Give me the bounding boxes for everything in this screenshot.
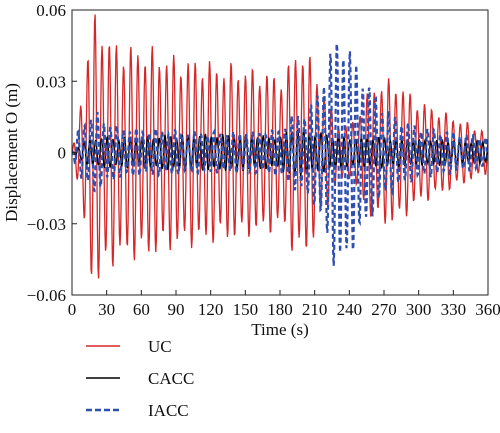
legend-label-iacc: IACC (148, 401, 189, 420)
x-tick-label: 360 (475, 300, 500, 319)
x-tick-label: 240 (337, 300, 363, 319)
x-tick-label: 180 (267, 300, 293, 319)
x-tick-label: 330 (441, 300, 467, 319)
x-tick-label: 300 (406, 300, 432, 319)
y-axis: −0.06 −0.03 0 0.03 0.06 (27, 1, 77, 305)
y-axis-title: Displacement O (m) (2, 83, 21, 222)
series-iacc-line (72, 43, 488, 266)
x-tick-label: 60 (133, 300, 150, 319)
legend: UC CACC IACC (86, 337, 194, 420)
y-tick-label: −0.03 (27, 215, 66, 234)
series-layer (72, 14, 488, 279)
y-tick-label: 0 (58, 144, 67, 163)
x-tick-label: 210 (302, 300, 328, 319)
legend-label-cacc: CACC (148, 369, 194, 388)
y-tick-label: −0.06 (27, 286, 66, 305)
legend-label-uc: UC (148, 337, 172, 356)
x-tick-label: 270 (371, 300, 397, 319)
x-axis-title: Time (s) (251, 320, 308, 339)
x-tick-label: 150 (233, 300, 259, 319)
x-axis: 0 30 60 90 120 150 180 210 240 270 300 330 360 (68, 290, 500, 319)
series-uc-line (72, 14, 488, 279)
x-tick-label: 30 (98, 300, 115, 319)
x-tick-label: 0 (68, 300, 77, 319)
y-tick-label: 0.03 (36, 72, 66, 91)
x-tick-label: 90 (168, 300, 185, 319)
y-tick-label: 0.06 (36, 1, 66, 20)
x-tick-label: 120 (198, 300, 224, 319)
